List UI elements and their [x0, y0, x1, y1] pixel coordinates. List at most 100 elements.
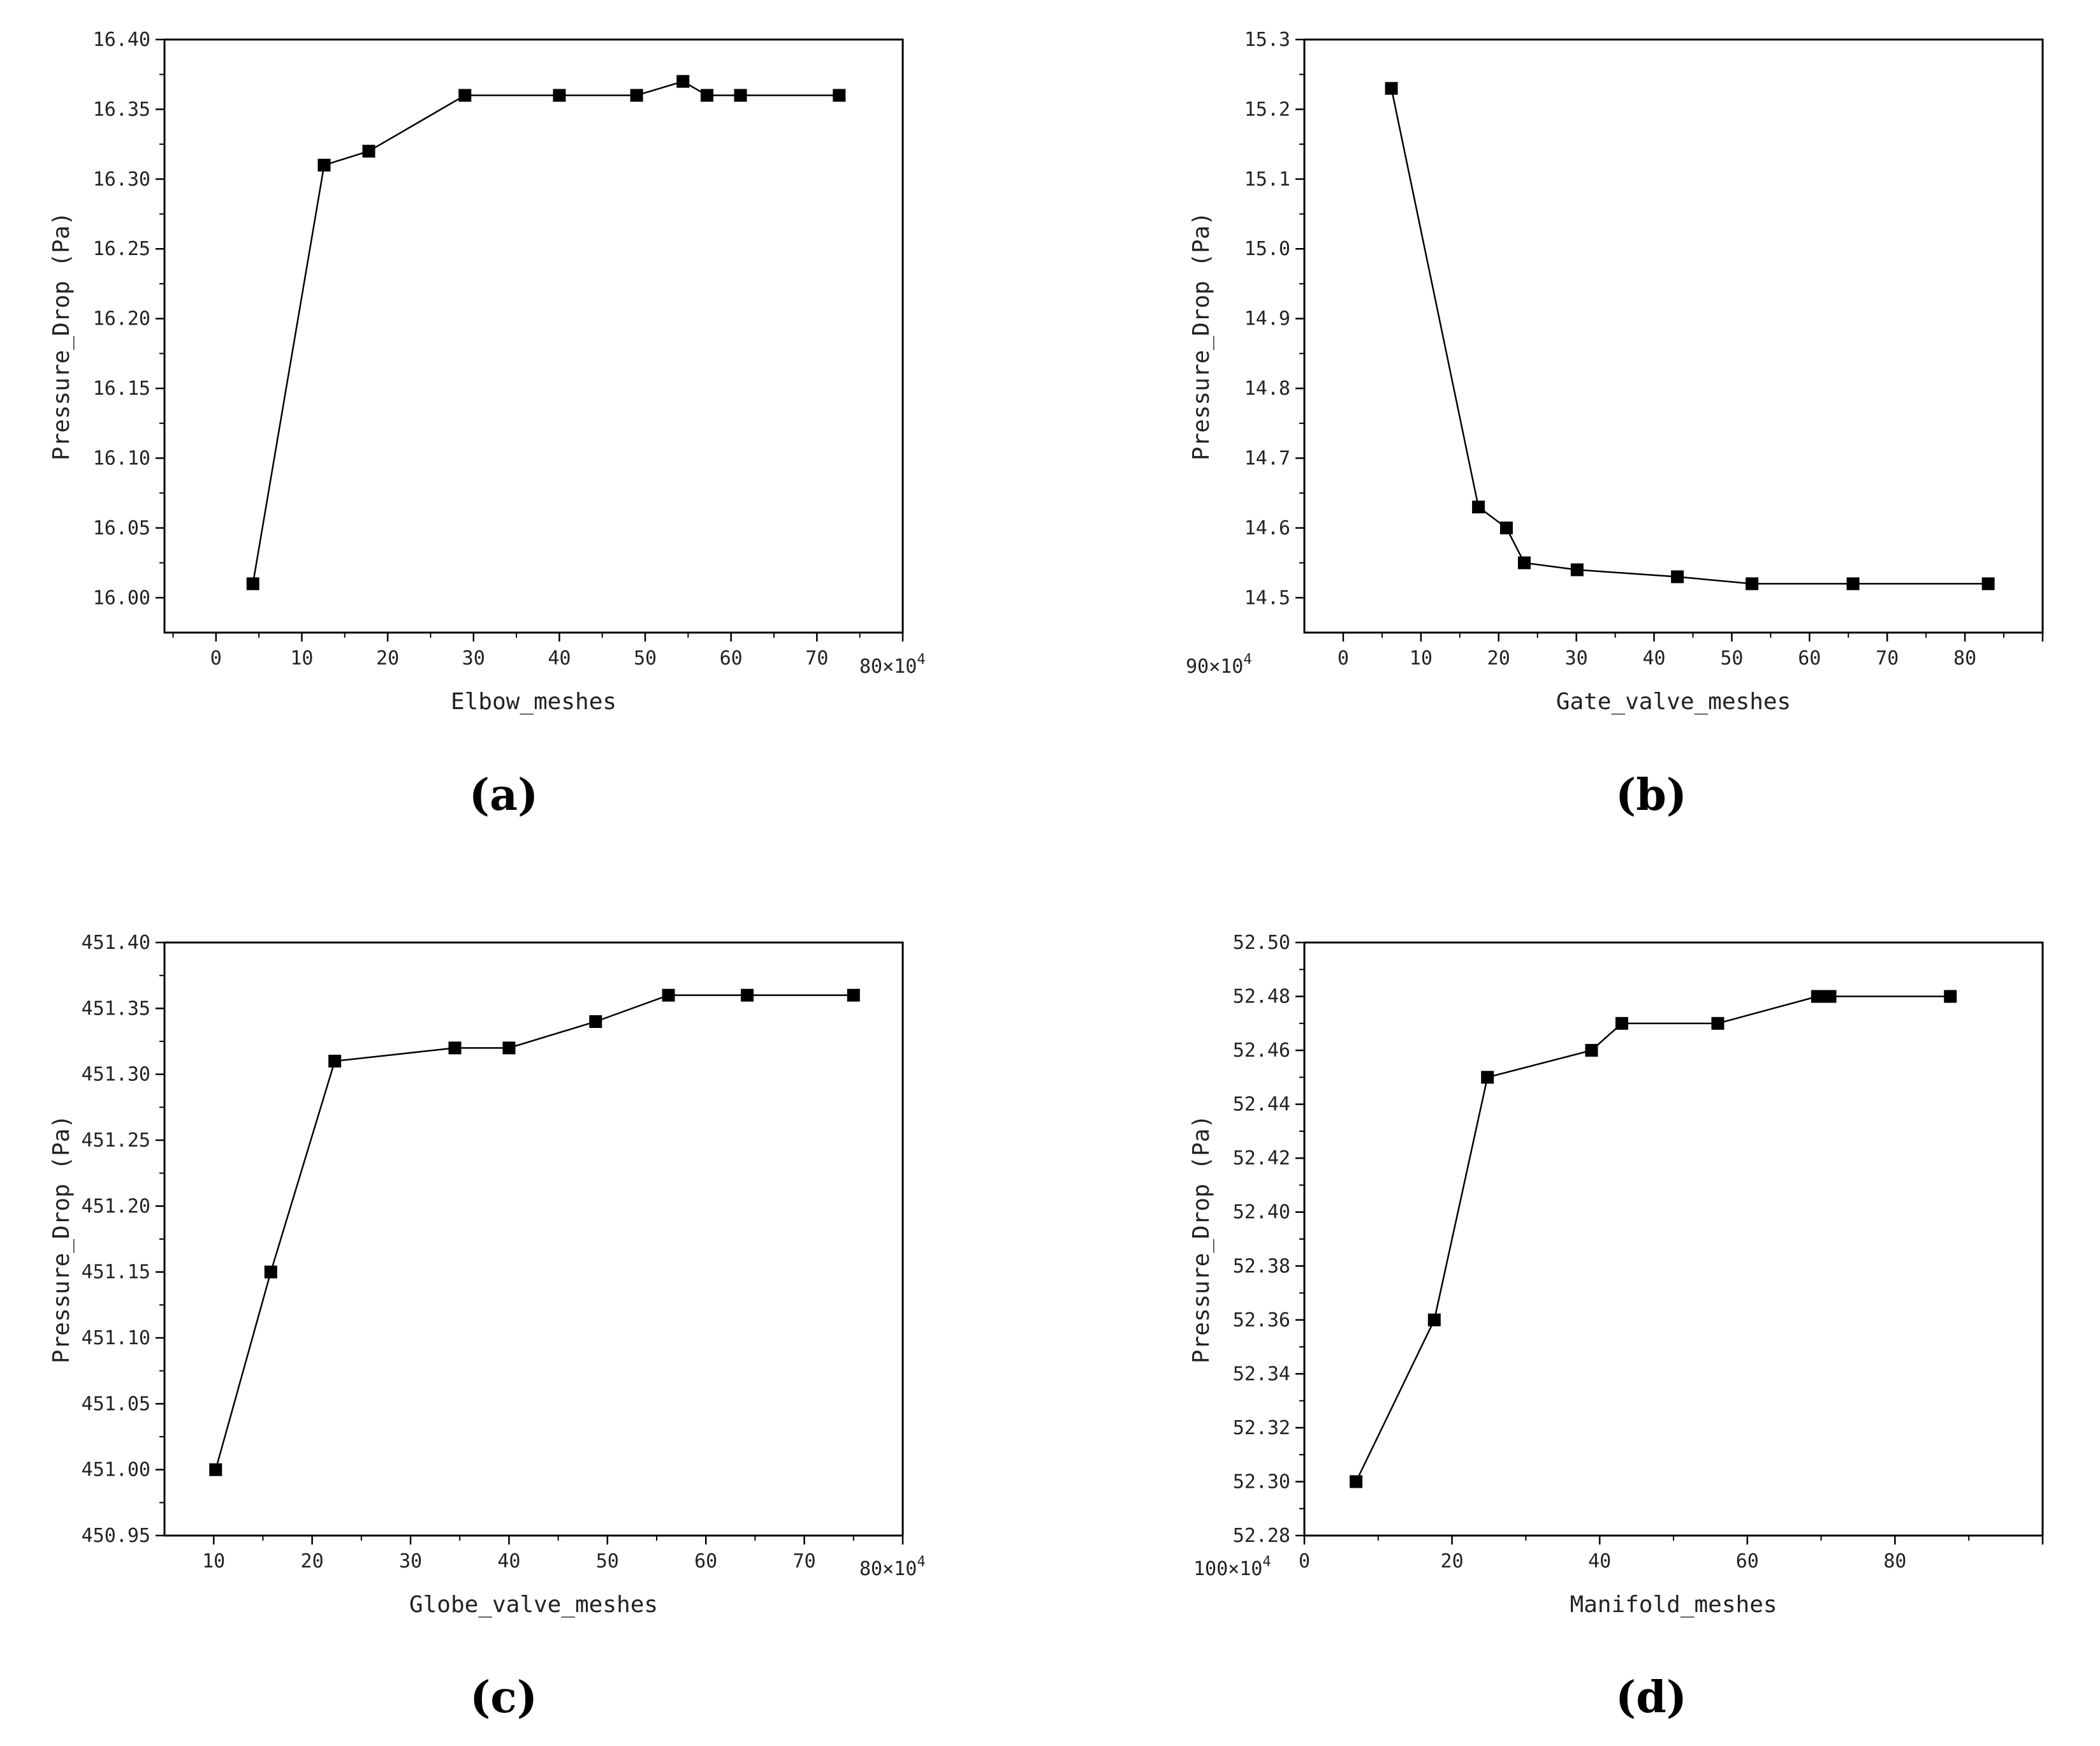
x-multiplier-label: 80×104	[859, 1554, 926, 1580]
x-multiplier-label: 90×104	[1186, 652, 1252, 678]
data-point	[553, 89, 566, 102]
x-tick-label: 30	[462, 647, 485, 670]
y-tick-label: 451.35	[82, 997, 150, 1020]
data-point	[1711, 1016, 1724, 1030]
y-tick-label: 451.15	[82, 1261, 150, 1284]
data-point	[264, 1265, 277, 1279]
x-tick-label: 70	[793, 1550, 816, 1573]
y-tick-label: 15.2	[1244, 98, 1290, 121]
data-point	[448, 1041, 462, 1055]
data-point	[1944, 990, 1957, 1003]
data-point	[1427, 1313, 1441, 1326]
x-tick-label: 40	[497, 1550, 520, 1573]
y-tick-label: 15.3	[1244, 29, 1290, 51]
panel-label: (c)	[470, 1672, 537, 1723]
x-tick-label: 70	[805, 647, 828, 670]
x-tick-label: 60	[694, 1550, 717, 1573]
y-axis-title: Pressure_Drop (Pa)	[1188, 212, 1214, 460]
data-point	[630, 89, 643, 102]
data-point	[833, 89, 846, 102]
x-tick-label: 60	[1736, 1550, 1759, 1573]
x-tick-label: 20	[376, 647, 399, 670]
x-tick-label: 50	[596, 1550, 619, 1573]
x-tick-label: 10	[202, 1550, 225, 1573]
x-tick-label: 0	[210, 647, 222, 670]
y-tick-label: 14.5	[1244, 587, 1290, 609]
chart-panel-d: 0 20 40 60 80 100×104 52.28 52.30 52.32 52.34 52.3…	[1188, 932, 2044, 1723]
y-tick-label: 52.42	[1233, 1147, 1290, 1170]
chart-panel-b: 0 10 20 30 40 50 60 70 80 90×104 14.5 14.6 14.7 14.8 1…	[1186, 29, 2044, 821]
x-tick-label: 60	[1798, 647, 1821, 670]
x-tick-label: 80	[1953, 647, 1976, 670]
x-tick-label: 40	[548, 647, 571, 670]
y-tick-label: 15.0	[1244, 238, 1290, 260]
y-axis-title: Pressure_Drop (Pa)	[1188, 1115, 1214, 1363]
y-tick-label: 52.46	[1233, 1039, 1290, 1062]
x-axis-title: Gate_valve_meshes	[1556, 689, 1791, 715]
x-tick-label: 30	[399, 1550, 422, 1573]
data-point	[847, 988, 860, 1002]
chart-panel-c: 10 20 30 40 50 60 70 80×104 450.95 451.00 451.05 45…	[48, 932, 926, 1723]
data-point	[1585, 1044, 1598, 1057]
y-tick-label: 16.30	[93, 168, 150, 191]
data-point	[1811, 990, 1824, 1003]
x-tick-label: 80	[1883, 1550, 1906, 1573]
y-tick-label: 451.30	[82, 1064, 150, 1086]
data-point	[362, 145, 376, 158]
x-tick-label: 40	[1588, 1550, 1611, 1573]
plot-frame	[163, 38, 904, 634]
data-point	[1385, 82, 1398, 95]
data-point	[1472, 501, 1485, 514]
y-tick-label: 52.48	[1233, 986, 1290, 1008]
data-point	[1570, 563, 1584, 576]
y-tick-label: 16.25	[93, 238, 150, 260]
data-point	[502, 1041, 516, 1055]
panel-label: (a)	[469, 770, 538, 821]
series-line	[252, 80, 840, 584]
y-tick-label: 451.20	[82, 1195, 150, 1217]
data-point	[1615, 1016, 1628, 1030]
x-multiplier-label: 80×104	[859, 652, 926, 678]
y-tick-label: 52.36	[1233, 1309, 1290, 1332]
data-point	[328, 1055, 342, 1067]
x-tick-label: 0	[1338, 647, 1349, 670]
data-point	[458, 89, 472, 102]
y-tick-label: 52.28	[1233, 1525, 1290, 1547]
panel-label: (d)	[1615, 1672, 1687, 1723]
y-tick-label: 52.30	[1233, 1471, 1290, 1493]
data-point	[1481, 1071, 1494, 1084]
y-tick-label: 14.7	[1244, 447, 1290, 469]
y-tick-label: 52.32	[1233, 1417, 1290, 1439]
data-point	[700, 89, 713, 102]
data-point	[1846, 577, 1860, 591]
data-point	[662, 988, 675, 1002]
x-tick-label: 60	[720, 647, 743, 670]
plot-frame	[1303, 941, 2044, 1537]
x-axis-title: Manifold_meshes	[1570, 1592, 1777, 1618]
x-multiplier-label: 100×104	[1193, 1554, 1271, 1580]
y-tick-label: 15.1	[1244, 168, 1290, 191]
data-point	[1823, 990, 1837, 1003]
y-tick-label: 16.10	[93, 447, 150, 469]
x-tick-label: 50	[1720, 647, 1743, 670]
y-axis-title: Pressure_Drop (Pa)	[48, 212, 75, 460]
y-tick-label: 451.05	[82, 1393, 150, 1415]
y-tick-label: 14.6	[1244, 517, 1290, 539]
y-tick-label: 16.20	[93, 308, 150, 330]
y-tick-label: 451.25	[82, 1129, 150, 1152]
y-tick-label: 52.38	[1233, 1255, 1290, 1277]
data-point	[1981, 577, 1995, 591]
data-point	[209, 1463, 222, 1476]
series-line	[1355, 995, 1951, 1482]
data-point	[589, 1015, 602, 1028]
data-point	[317, 158, 331, 172]
plot-frame	[163, 941, 904, 1537]
x-tick-label: 50	[634, 647, 657, 670]
x-tick-label: 70	[1876, 647, 1899, 670]
y-tick-label: 14.8	[1244, 378, 1290, 400]
data-point	[676, 75, 690, 88]
panel-label: (b)	[1615, 770, 1687, 821]
x-tick-label: 20	[1487, 647, 1510, 670]
y-tick-label: 16.15	[93, 378, 150, 400]
